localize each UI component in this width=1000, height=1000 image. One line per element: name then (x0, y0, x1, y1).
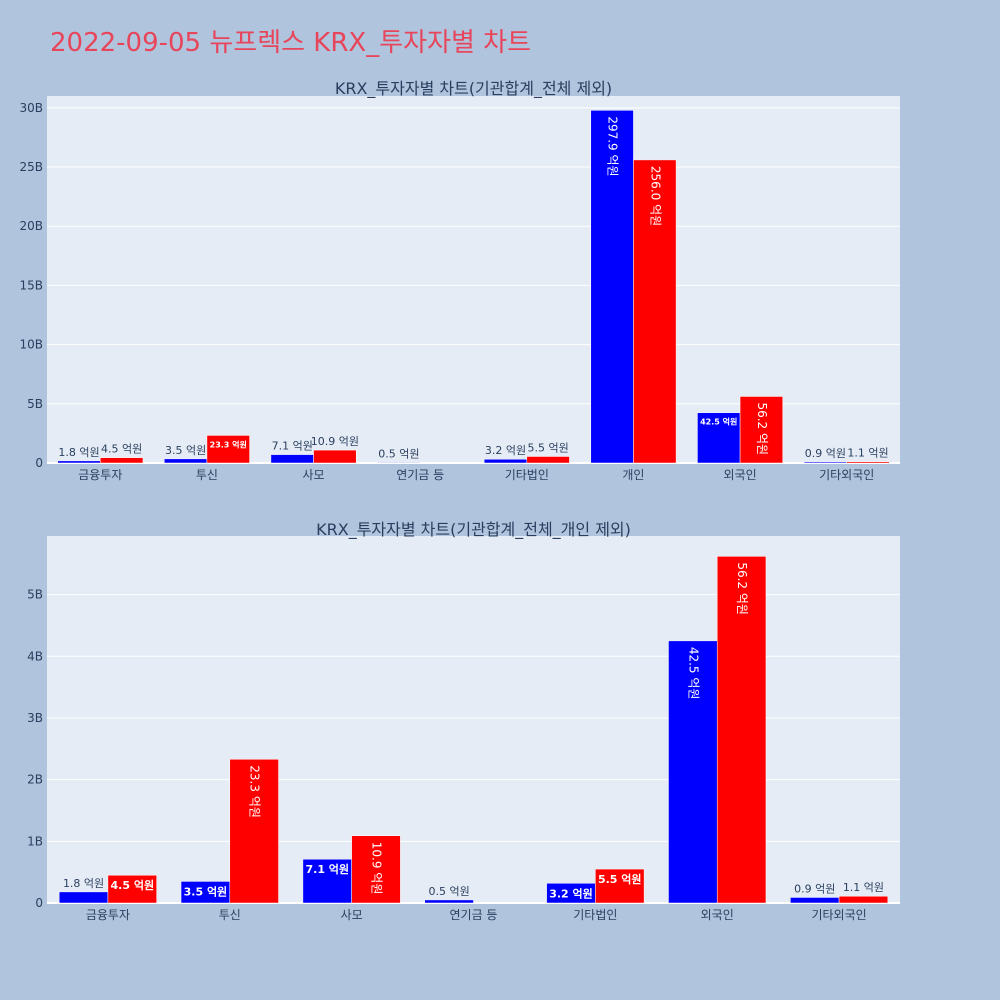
x-tick-label: 외국인 (701, 908, 734, 922)
bar (697, 412, 741, 464)
x-tick-label: 개인 (622, 468, 644, 482)
y-tick-label: 10B (19, 338, 43, 352)
y-tick-label: 3B (27, 711, 43, 725)
bar (424, 899, 474, 904)
bar (107, 874, 157, 904)
bar (739, 396, 783, 464)
chart-2: 0 1B 2B 3B 4B 5B KRX_투자자별 차트(기관합계_전체_개인 제외) 금융투… (27, 520, 900, 922)
bar (302, 858, 352, 904)
data-label: 56.2 억원 (735, 562, 749, 615)
x-tick-label: 기타법인 (505, 468, 549, 482)
chart-title: KRX_투자자별 차트(기관합계_전체 제외) (335, 79, 612, 99)
bar (668, 640, 718, 904)
bar (716, 556, 767, 904)
x-tick-label: 외국인 (724, 468, 757, 482)
data-label: 42.5 억원 (700, 417, 737, 427)
bar (590, 110, 634, 464)
data-label: 42.5 억원 (686, 647, 700, 700)
data-label: 3.2 억원 (485, 444, 526, 457)
chart-title: KRX_투자자별 차트(기관합계_전체_개인 제외) (316, 520, 631, 540)
plot-area (47, 536, 900, 903)
page-title: 2022-09-05 뉴프렉스 KRX_투자자별 차트 (50, 28, 532, 58)
data-label: 1.8 억원 (58, 446, 99, 459)
bar (100, 457, 144, 464)
data-label: 10.9 억원 (311, 435, 359, 448)
bar (633, 159, 677, 464)
bar (351, 835, 401, 904)
x-tick-label: 금융투자 (86, 908, 130, 922)
data-label: 23.3 억원 (248, 765, 262, 818)
data-label: 1.1 억원 (843, 881, 884, 894)
bar (790, 897, 840, 904)
bar (595, 868, 645, 904)
x-tick-label: 투신 (196, 468, 218, 482)
chart-1: 0 5B 10B 15B 20B 25B 30B KRX_투자자별 차트(기관합계_전체 제외… (19, 79, 900, 482)
y-tick-label: 5B (27, 397, 43, 411)
x-tick-label: 기타외국인 (819, 468, 874, 482)
data-label: 7.1 억원 (305, 862, 349, 876)
bar (838, 895, 889, 904)
bar (846, 461, 890, 464)
y-tick-label: 1B (27, 834, 43, 848)
x-tick-label: 사모 (303, 468, 325, 482)
data-label: 5.5 억원 (598, 872, 642, 886)
y-tick-label: 20B (19, 219, 43, 233)
x-tick-label: 연기금 등 (450, 908, 498, 922)
x-tick-label: 기타법인 (573, 908, 617, 922)
bar (229, 759, 279, 904)
data-label: 1.1 억원 (847, 447, 888, 460)
x-tick-label: 금융투자 (78, 468, 122, 482)
x-tick-label: 투신 (219, 908, 241, 922)
y-tick-label: 4B (27, 649, 43, 663)
x-tick-label: 사모 (341, 908, 363, 922)
y-tick-label: 15B (19, 278, 43, 292)
y-tick-label: 2B (27, 773, 43, 787)
bar (206, 435, 250, 464)
data-label: 56.2 억원 (755, 402, 769, 455)
bar (526, 456, 570, 464)
data-label: 3.5 억원 (184, 884, 228, 898)
data-label: 5.5 억원 (528, 441, 569, 454)
y-tick-label: 25B (19, 160, 43, 174)
bar (313, 449, 357, 464)
y-tick-label: 5B (27, 588, 43, 602)
data-label: 0.9 억원 (805, 447, 846, 460)
y-tick-label: 0 (35, 896, 43, 910)
x-tick-label: 기타외국인 (811, 908, 866, 922)
data-label: 3.2 억원 (549, 886, 593, 900)
data-label: 10.9 억원 (370, 842, 384, 895)
y-tick-label: 0 (35, 456, 43, 470)
data-label: 0.5 억원 (378, 447, 419, 460)
y-tick-label: 30B (19, 101, 43, 115)
x-tick-label: 연기금 등 (396, 468, 444, 482)
data-label: 256.0 억원 (648, 166, 662, 226)
data-label: 4.5 억원 (101, 443, 142, 456)
data-label: 7.1 억원 (272, 440, 313, 453)
bar (58, 891, 109, 904)
data-label: 297.9 억원 (606, 116, 620, 176)
data-label: 0.5 억원 (429, 885, 470, 898)
bar (377, 462, 421, 464)
data-label: 1.8 억원 (63, 877, 104, 890)
data-label: 23.3 억원 (210, 439, 247, 449)
data-label: 3.5 억원 (165, 444, 206, 457)
data-label: 4.5 억원 (111, 878, 155, 892)
data-label: 0.9 억원 (794, 882, 835, 895)
